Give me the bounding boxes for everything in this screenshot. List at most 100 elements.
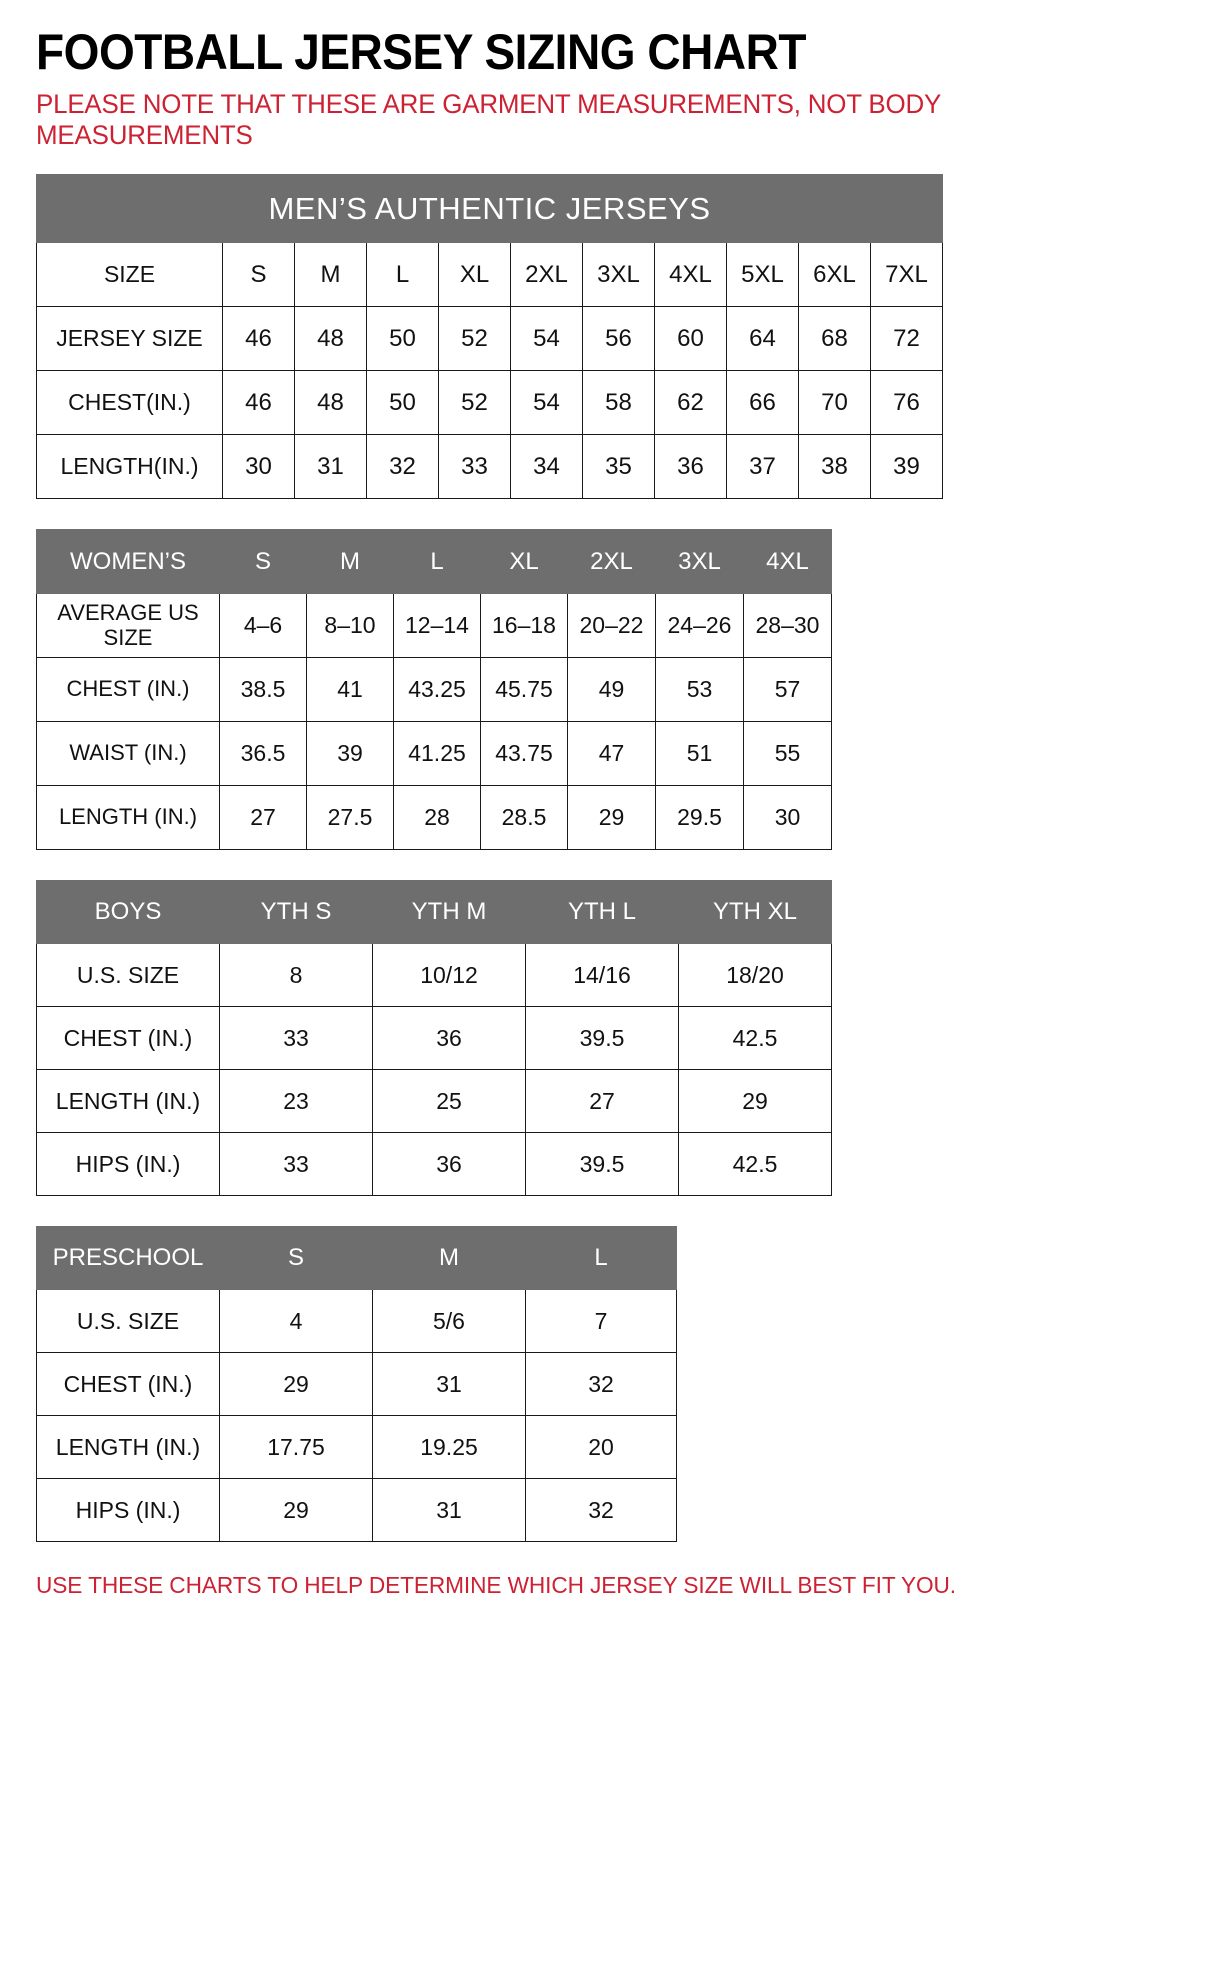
preschool-length-l: 20 <box>525 1415 677 1480</box>
footer-note: USE THESE CHARTS TO HELP DETERMINE WHICH… <box>36 1572 956 1599</box>
womens-col-header-4xl: 4XL <box>743 529 832 595</box>
boys-col-header-yth-xl: YTH XL <box>678 880 832 945</box>
boys-hips-yth-l: 39.5 <box>525 1132 679 1197</box>
womens-chest-2xl: 49 <box>567 657 656 723</box>
preschool-chest-l: 32 <box>525 1352 677 1417</box>
boys-length-yth-l: 27 <box>525 1069 679 1134</box>
mens-length-4xl: 36 <box>654 434 727 500</box>
boys-col-header-yth-l: YTH L <box>525 880 679 945</box>
preschool-col-header-m: M <box>372 1226 526 1291</box>
mens-length-3xl: 35 <box>582 434 655 500</box>
mens-sizing-table: MEN’S AUTHENTIC JERSEYS SIZE S M L XL 2X… <box>35 174 944 500</box>
table-row: CHEST (IN.) 29 31 32 <box>36 1352 677 1417</box>
boys-chest-yth-m: 36 <box>372 1006 526 1071</box>
womens-corner-label: WOMEN’S <box>36 529 220 595</box>
womens-waist-4xl: 55 <box>743 721 832 787</box>
boys-row-label-length: LENGTH (IN.) <box>36 1069 220 1134</box>
womens-length-3xl: 29.5 <box>655 785 744 851</box>
mens-row-label-length: LENGTH(IN.) <box>36 434 223 500</box>
mens-banner-label: MEN’S AUTHENTIC JERSEYS <box>35 174 944 244</box>
mens-jersey-size-5xl: 64 <box>726 306 799 372</box>
boys-col-header-yth-m: YTH M <box>372 880 526 945</box>
table-row: LENGTH (IN.) 17.75 19.25 20 <box>36 1415 677 1480</box>
mens-chest-7xl: 76 <box>869 370 944 436</box>
womens-length-l: 28 <box>393 785 481 851</box>
table-row: LENGTH(IN.) 30 31 32 33 34 35 36 37 38 3… <box>36 434 944 500</box>
preschool-length-m: 19.25 <box>372 1415 526 1480</box>
mens-chest-m: 48 <box>294 370 367 436</box>
womens-chest-s: 38.5 <box>219 657 307 723</box>
table-row: AVERAGE US SIZE 4–6 8–10 12–14 16–18 20–… <box>36 593 832 659</box>
table-row: CHEST (IN.) 38.5 41 43.25 45.75 49 53 57 <box>36 657 832 723</box>
mens-row-label-jersey-size: JERSEY SIZE <box>36 306 223 372</box>
mens-corner-label: SIZE <box>36 242 223 308</box>
mens-jersey-size-xl: 52 <box>438 306 511 372</box>
mens-length-l: 32 <box>366 434 439 500</box>
mens-length-7xl: 39 <box>869 434 944 500</box>
womens-chest-xl: 45.75 <box>480 657 568 723</box>
page-title: FOOTBALL JERSEY SIZING CHART <box>36 24 807 80</box>
mens-jersey-size-7xl: 72 <box>869 306 944 372</box>
womens-waist-m: 39 <box>306 721 394 787</box>
mens-chest-3xl: 58 <box>582 370 655 436</box>
table-row: U.S. SIZE 4 5/6 7 <box>36 1289 677 1354</box>
mens-header-row: SIZE S M L XL 2XL 3XL 4XL 5XL 6XL 7XL <box>36 242 944 308</box>
table-row: JERSEY SIZE 46 48 50 52 54 56 60 64 68 7… <box>36 306 944 372</box>
mens-length-m: 31 <box>294 434 367 500</box>
mens-length-xl: 33 <box>438 434 511 500</box>
mens-col-header-6xl: 6XL <box>798 242 871 308</box>
womens-sizing-table: WOMEN’S S M L XL 2XL 3XL 4XL AVERAGE US … <box>36 529 832 851</box>
preschool-chest-s: 29 <box>219 1352 373 1417</box>
womens-col-header-2xl: 2XL <box>567 529 656 595</box>
womens-average-us-size-2xl: 20–22 <box>567 593 656 659</box>
preschool-hips-s: 29 <box>219 1478 373 1543</box>
preschool-col-header-l: L <box>525 1226 677 1291</box>
table-row: CHEST (IN.) 33 36 39.5 42.5 <box>36 1006 832 1071</box>
table-row: CHEST(IN.) 46 48 50 52 54 58 62 66 70 76 <box>36 370 944 436</box>
womens-average-us-size-3xl: 24–26 <box>655 593 744 659</box>
womens-length-s: 27 <box>219 785 307 851</box>
mens-col-header-s: S <box>222 242 295 308</box>
mens-chest-l: 50 <box>366 370 439 436</box>
preschool-hips-l: 32 <box>525 1478 677 1543</box>
mens-col-header-m: M <box>294 242 367 308</box>
mens-jersey-size-6xl: 68 <box>798 306 871 372</box>
preschool-sizing-table: PRESCHOOL S M L U.S. SIZE 4 5/6 7 CHEST … <box>36 1226 677 1543</box>
mens-jersey-size-m: 48 <box>294 306 367 372</box>
preschool-hips-m: 31 <box>372 1478 526 1543</box>
womens-chest-l: 43.25 <box>393 657 481 723</box>
mens-chest-4xl: 62 <box>654 370 727 436</box>
boys-us-size-yth-s: 8 <box>219 943 373 1008</box>
mens-length-2xl: 34 <box>510 434 583 500</box>
mens-jersey-size-4xl: 60 <box>654 306 727 372</box>
womens-length-4xl: 30 <box>743 785 832 851</box>
womens-col-header-xl: XL <box>480 529 568 595</box>
boys-row-label-us-size: U.S. SIZE <box>36 943 220 1008</box>
preschool-col-header-s: S <box>219 1226 373 1291</box>
preschool-row-label-us-size: U.S. SIZE <box>36 1289 220 1354</box>
mens-jersey-size-3xl: 56 <box>582 306 655 372</box>
table-row: U.S. SIZE 8 10/12 14/16 18/20 <box>36 943 832 1008</box>
boys-hips-yth-s: 33 <box>219 1132 373 1197</box>
boys-sizing-table: BOYS YTH S YTH M YTH L YTH XL U.S. SIZE … <box>36 880 832 1197</box>
table-row: LENGTH (IN.) 27 27.5 28 28.5 29 29.5 30 <box>36 785 832 851</box>
table-row: HIPS (IN.) 33 36 39.5 42.5 <box>36 1132 832 1197</box>
womens-average-us-size-s: 4–6 <box>219 593 307 659</box>
preschool-us-size-l: 7 <box>525 1289 677 1354</box>
boys-us-size-yth-m: 10/12 <box>372 943 526 1008</box>
womens-waist-3xl: 51 <box>655 721 744 787</box>
boys-corner-label: BOYS <box>36 880 220 945</box>
mens-col-header-5xl: 5XL <box>726 242 799 308</box>
boys-us-size-yth-xl: 18/20 <box>678 943 832 1008</box>
womens-row-label-average-us-size: AVERAGE US SIZE <box>36 593 220 659</box>
boys-row-label-hips: HIPS (IN.) <box>36 1132 220 1197</box>
womens-average-us-size-l: 12–14 <box>393 593 481 659</box>
boys-chest-yth-xl: 42.5 <box>678 1006 832 1071</box>
womens-average-us-size-m: 8–10 <box>306 593 394 659</box>
mens-col-header-xl: XL <box>438 242 511 308</box>
mens-length-6xl: 38 <box>798 434 871 500</box>
womens-chest-3xl: 53 <box>655 657 744 723</box>
womens-average-us-size-4xl: 28–30 <box>743 593 832 659</box>
mens-row-label-chest: CHEST(IN.) <box>36 370 223 436</box>
